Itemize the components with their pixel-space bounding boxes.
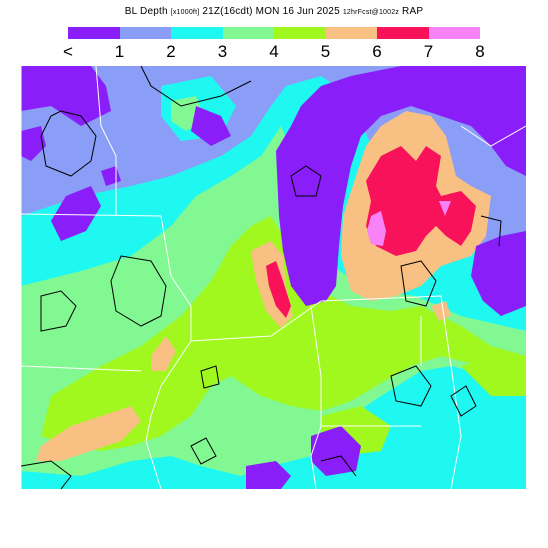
contour-level-7-8 [367, 201, 451, 246]
color-swatch [274, 27, 326, 39]
color-scale-tick-label: 8 [475, 42, 485, 61]
color-scale-ticks: <1 2 3 4 5 6 7 8 [0, 42, 548, 62]
color-scale-tick-label: 7 [423, 42, 434, 61]
boundary-layer-depth-map [21, 66, 526, 489]
color-scale-tick-label: 4 [269, 42, 279, 61]
color-swatch [68, 27, 120, 39]
color-swatch [325, 27, 377, 39]
contour-lines [21, 66, 502, 489]
color-scale-tick-label: 1 [114, 42, 125, 61]
color-scale-tick-label: 6 [372, 42, 382, 61]
color-swatch [222, 27, 274, 39]
color-swatch [428, 27, 480, 39]
color-swatch [119, 27, 171, 39]
color-swatch [377, 27, 429, 39]
color-scale-tick-label: 5 [320, 42, 331, 61]
color-scale-bar [68, 27, 480, 39]
title-model: RAP [402, 6, 424, 17]
title-units: [x1000ft] [170, 9, 200, 16]
title-forecast: 12hrFcst@1002z [342, 9, 400, 16]
contour-level-6-7 [266, 146, 476, 318]
color-scale-tick-label: < [63, 42, 73, 61]
color-scale-tick-label: 3 [217, 42, 228, 61]
state-boundaries [21, 66, 526, 489]
color-swatch [171, 27, 223, 39]
title-variable: BL Depth [124, 6, 168, 17]
map-title: BL Depth [x1000ft] 21Z(16cdt) MON 16 Jun… [0, 6, 548, 17]
contour-level-below-1 [21, 66, 526, 489]
color-scale-tick-label: 2 [166, 42, 176, 61]
title-valid-time: 21Z(16cdt) MON 16 Jun 2025 [202, 6, 340, 17]
